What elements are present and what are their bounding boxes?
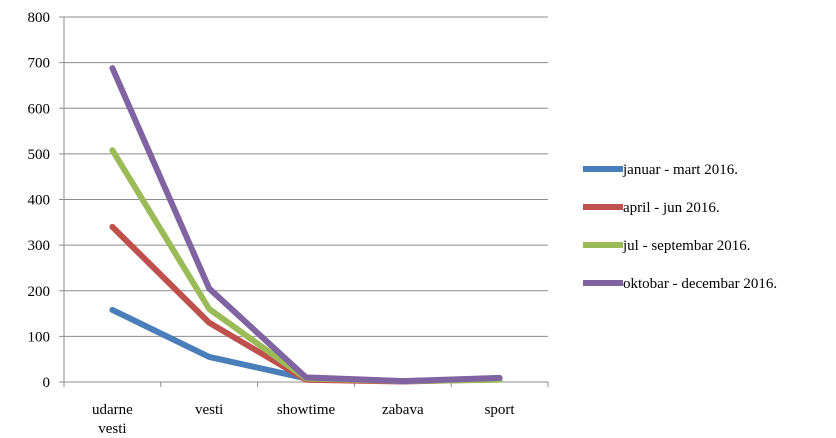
- y-tick-label: 400: [28, 193, 51, 209]
- series-lines: [109, 65, 503, 385]
- gridlines: [64, 16, 548, 337]
- legend-label: oktobar - decembar 2016.: [623, 276, 777, 292]
- legend-item: jul - septembar 2016.: [583, 238, 750, 254]
- y-tick-label: 700: [28, 56, 51, 72]
- series-line-1: [109, 306, 503, 385]
- x-tick-label: vesti: [195, 402, 223, 418]
- x-tick-label: vesti: [98, 421, 126, 437]
- x-tick-label: showtime: [277, 402, 336, 418]
- x-tick-label: udarne: [92, 402, 133, 418]
- x-tick-label: sport: [485, 402, 516, 418]
- y-axis-ticks: 0 100 200 300 400 500 600 700 800: [28, 10, 64, 391]
- legend-label: jul - septembar 2016.: [622, 238, 750, 254]
- x-tick-label: zabava: [382, 402, 424, 418]
- y-tick-label: 200: [28, 284, 51, 300]
- legend-item: januar - mart 2016.: [583, 162, 738, 178]
- y-tick-label: 500: [28, 147, 51, 163]
- y-tick-label: 0: [43, 375, 51, 391]
- series-line-4: [109, 65, 503, 385]
- series-line-3: [109, 147, 503, 385]
- legend-label: januar - mart 2016.: [622, 162, 738, 178]
- legend-label: april - jun 2016.: [623, 200, 720, 216]
- y-tick-label: 600: [28, 101, 51, 117]
- x-axis-ticks: udarne vesti vesti showtime zabava sport: [63, 382, 549, 437]
- legend-item: april - jun 2016.: [583, 200, 720, 216]
- legend: januar - mart 2016. april - jun 2016. jul …: [583, 162, 777, 292]
- y-tick-label: 800: [28, 10, 51, 26]
- legend-item: oktobar - decembar 2016.: [583, 276, 777, 292]
- y-tick-label: 300: [28, 238, 51, 254]
- y-tick-label: 100: [28, 329, 51, 345]
